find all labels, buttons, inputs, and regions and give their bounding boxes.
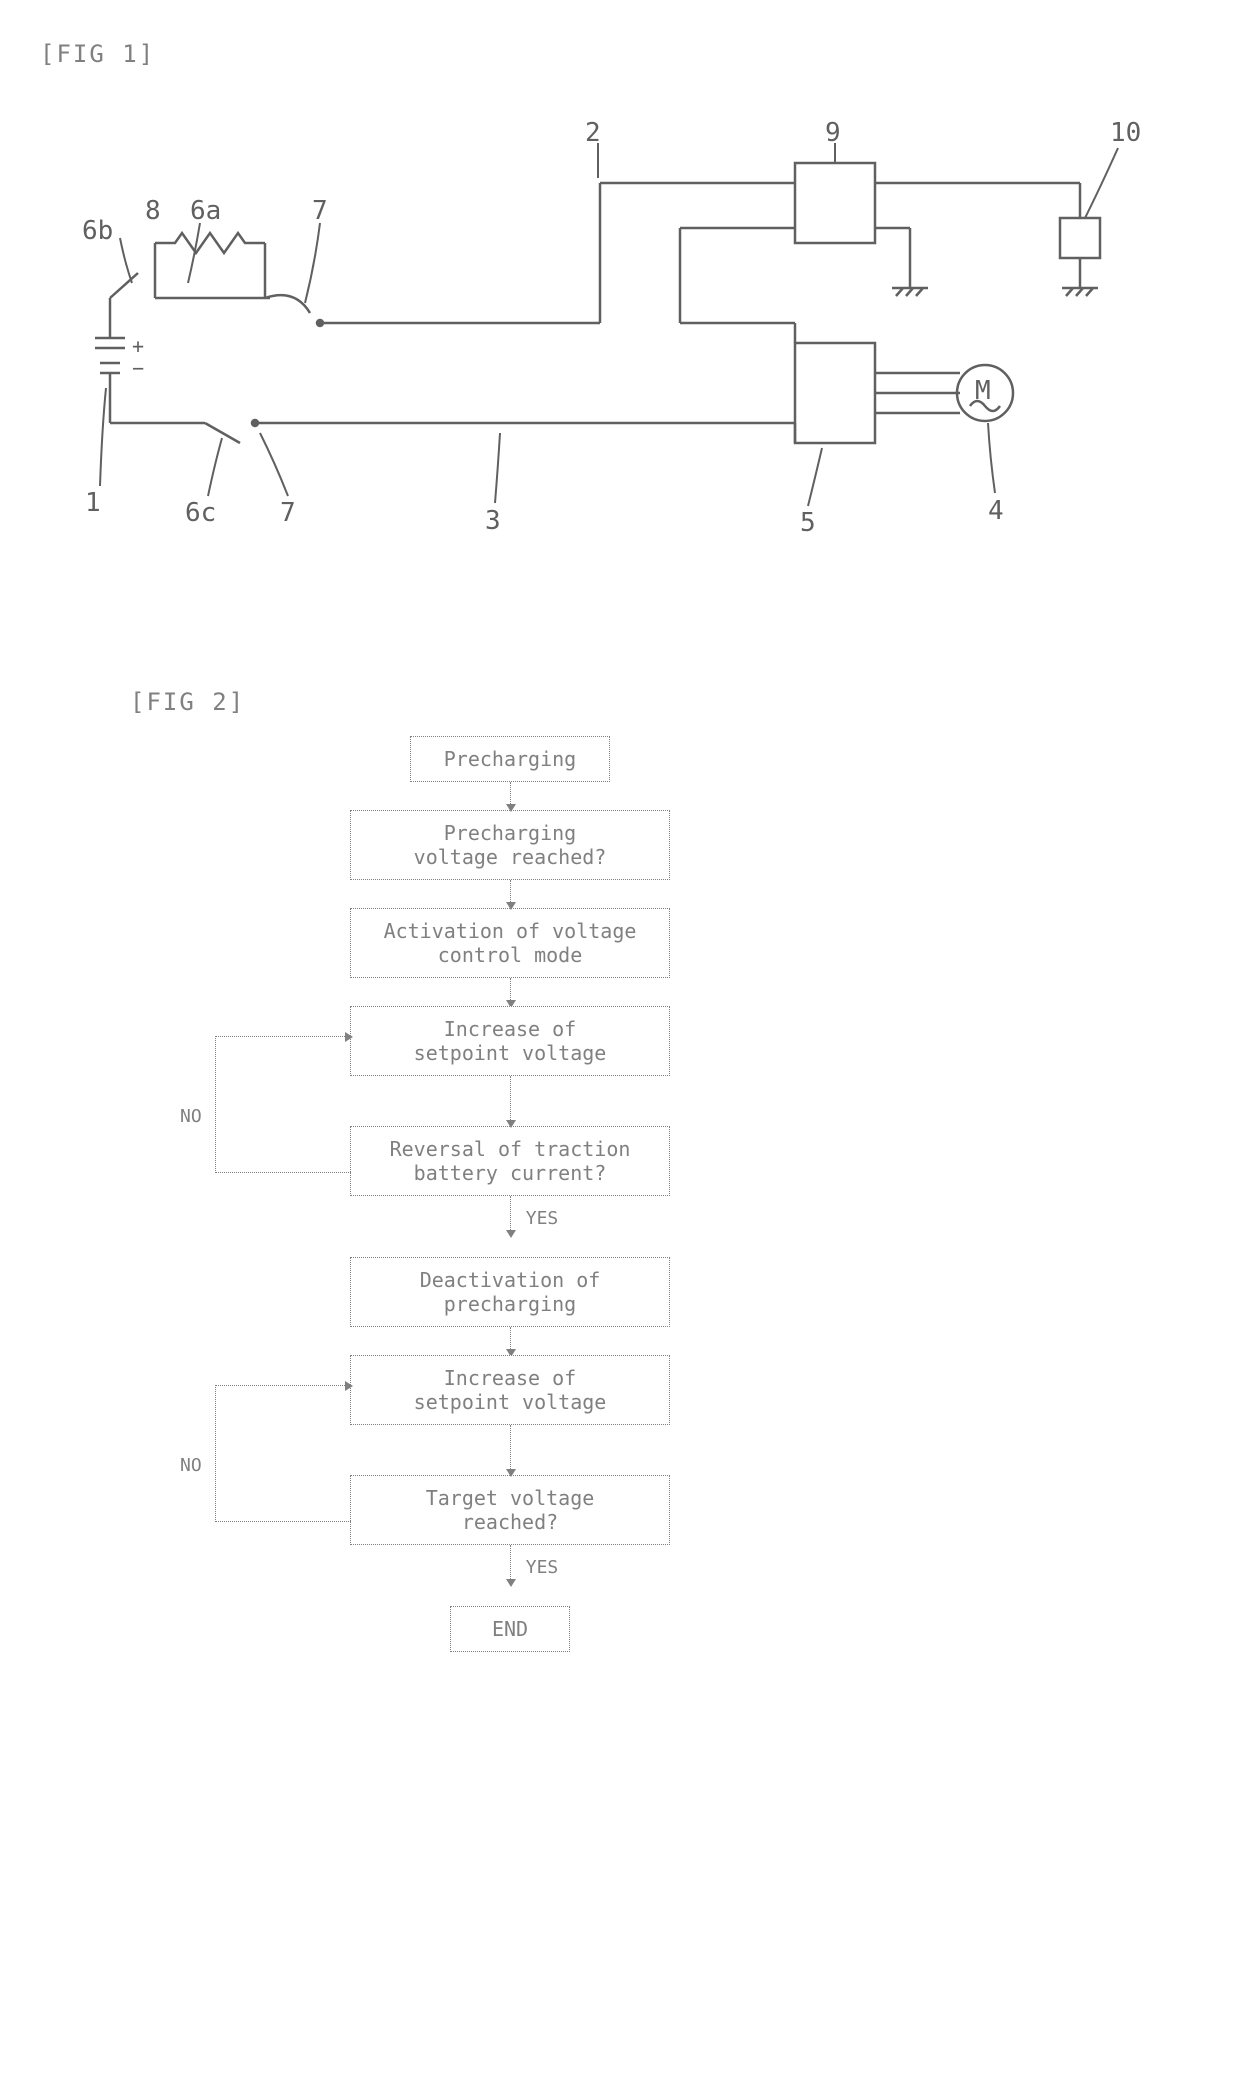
plus-sign: + [132, 334, 144, 358]
step-precharging: Precharging [410, 736, 610, 782]
circuit-svg [40, 88, 1140, 608]
arrow [510, 1076, 511, 1126]
ref-1: 1 [85, 488, 101, 518]
step-target-reached: Target voltagereached? [350, 1475, 670, 1545]
fig2-label: [FIG 2] [130, 688, 1200, 716]
loop-no-1 [215, 1036, 351, 1173]
fig1-circuit: + − M 1 2 3 4 5 6a 6b 6c 7 7 8 9 10 [40, 88, 1140, 608]
ref-8: 8 [145, 196, 161, 226]
ref-6c: 6c [185, 498, 216, 528]
loop-no-2 [215, 1385, 351, 1522]
label-no-1: NO [180, 1106, 202, 1127]
fig1-label: [FIG 1] [40, 40, 1200, 68]
ref-7b: 7 [280, 498, 296, 528]
step-activation: Activation of voltagecontrol mode [350, 908, 670, 978]
arrow [510, 1425, 511, 1475]
step-deactivation: Deactivation ofprecharging [350, 1257, 670, 1327]
motor-m: M [975, 376, 991, 406]
label-yes-2: YES [526, 1557, 559, 1578]
fig2-flowchart: Precharging Prechargingvoltage reached? … [160, 736, 860, 1652]
arrow [510, 1196, 511, 1236]
arrow [510, 1545, 511, 1585]
ref-5: 5 [800, 508, 816, 538]
ref-6b: 6b [82, 216, 113, 246]
step-reversal: Reversal of tractionbattery current? [350, 1126, 670, 1196]
ref-2: 2 [585, 118, 601, 148]
ref-10: 10 [1110, 118, 1141, 148]
step-precharge-reached: Prechargingvoltage reached? [350, 810, 670, 880]
ref-4: 4 [988, 496, 1004, 526]
step-increase-2: Increase ofsetpoint voltage [350, 1355, 670, 1425]
label-yes-1: YES [526, 1208, 559, 1229]
label-no-2: NO [180, 1455, 202, 1476]
arrow [510, 782, 511, 810]
step-increase-1: Increase ofsetpoint voltage [350, 1006, 670, 1076]
ref-9: 9 [825, 118, 841, 148]
arrow [510, 978, 511, 1006]
ref-6a: 6a [190, 196, 221, 226]
step-end: END [450, 1606, 570, 1652]
arrow [510, 880, 511, 908]
minus-sign: − [132, 356, 144, 380]
arrow [510, 1327, 511, 1355]
ref-7a: 7 [312, 196, 328, 226]
ref-3: 3 [485, 506, 501, 536]
